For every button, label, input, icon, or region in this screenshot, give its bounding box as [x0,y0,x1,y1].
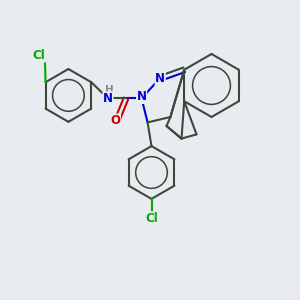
Text: N: N [103,92,113,105]
Text: N: N [136,90,147,104]
Text: O: O [110,114,121,127]
Text: Cl: Cl [145,212,158,225]
Text: H: H [104,85,113,95]
Text: N: N [155,72,165,85]
Text: Cl: Cl [33,49,45,62]
